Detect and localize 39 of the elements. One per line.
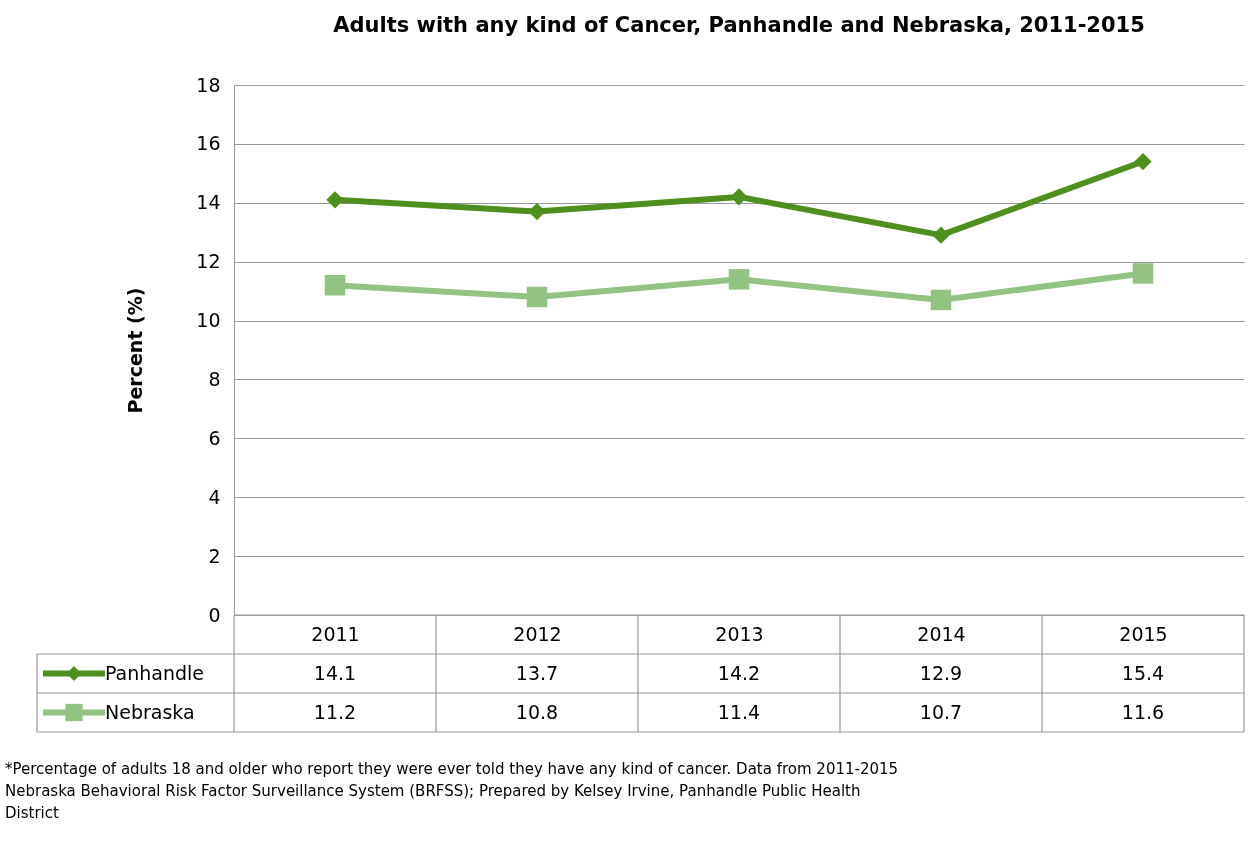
- x-tick-label: 2012: [513, 622, 562, 645]
- data-label: 10.7: [919, 700, 963, 723]
- point: [1132, 263, 1154, 284]
- y-tick-label: 8: [208, 367, 221, 390]
- y-tick-label: 4: [208, 485, 221, 508]
- y-tick-label: 14: [196, 191, 221, 214]
- data-label: 15.4: [1121, 661, 1165, 684]
- x-tick-label: 2015: [1119, 622, 1168, 645]
- data-label: 11.6: [1121, 700, 1165, 723]
- data-label: 13.7: [515, 661, 559, 684]
- chart-title: Adults with any kind of Cancer, Panhandle and Nebraska, 2011-2015: [333, 13, 1145, 37]
- point: [932, 226, 950, 244]
- point: [324, 274, 346, 296]
- y-tick-label: 2: [208, 544, 221, 567]
- y-tick-label: 6: [208, 426, 221, 449]
- point: [326, 191, 344, 209]
- y-tick-label: 18: [196, 73, 221, 96]
- x-tick-label: 2011: [311, 622, 360, 645]
- data-label: 14.1: [313, 661, 357, 684]
- y-axis-title: Percent (%): [124, 287, 147, 414]
- text: *Percentage of adults 18 and older who report they were ever told they have any kind of cancer. Data from 2011-2015 Nebraska Behavioral Risk Factor Surveillance System (BRFSS); Prepared by Kelsey Irvine, Panhandle Public Health District: [5, 760, 899, 822]
- point: [930, 289, 952, 311]
- y-tick-label: 10: [196, 309, 221, 332]
- data-label: 10.8: [515, 700, 559, 723]
- point: [1134, 152, 1152, 171]
- point: [730, 188, 748, 206]
- legend-label: Nebraska: [105, 700, 195, 723]
- point: [526, 286, 548, 308]
- y-tick-label: 16: [196, 132, 221, 155]
- data-label: 12.9: [919, 661, 963, 684]
- data-label: 14.2: [717, 661, 761, 684]
- x-tick-label: 2014: [917, 622, 966, 645]
- y-tick-label: 12: [196, 250, 221, 273]
- y-tick-label: 0: [208, 603, 221, 626]
- point: [728, 269, 750, 290]
- legend-label: Panhandle: [105, 661, 205, 684]
- data-label: 11.2: [313, 700, 357, 723]
- x-tick-label: 2013: [715, 622, 764, 645]
- data-label: 11.4: [717, 700, 761, 723]
